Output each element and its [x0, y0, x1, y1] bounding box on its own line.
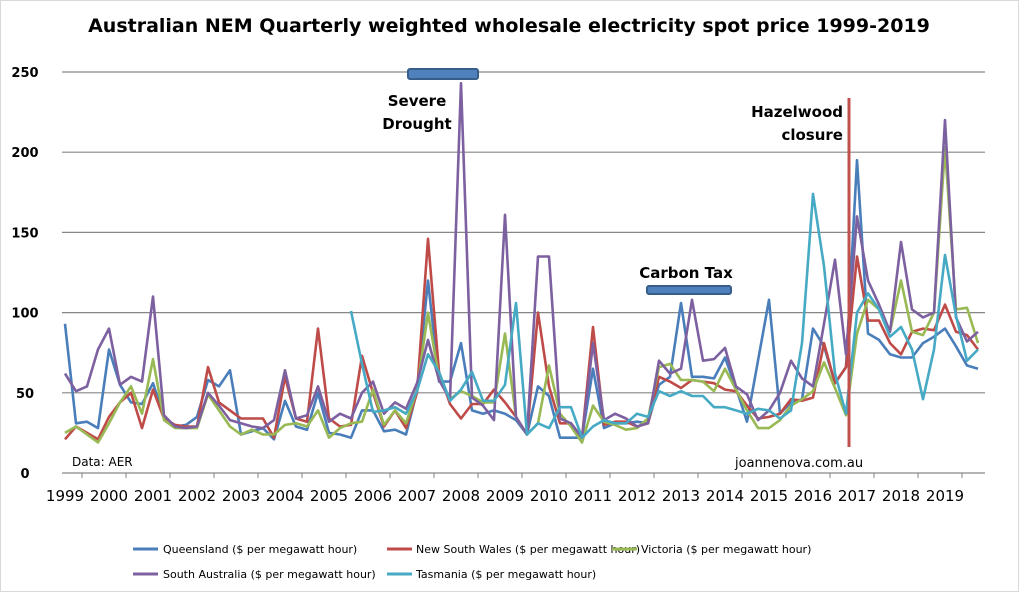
x-tick-label: 2014 — [706, 487, 744, 505]
x-tick-label: 2010 — [530, 487, 568, 505]
legend-label: South Australia ($ per megawatt hour) — [163, 568, 376, 581]
y-tick-label: 150 — [11, 226, 38, 241]
legend-label: New South Wales ($ per megawatt hour) — [416, 543, 640, 556]
legend-label: Queensland ($ per megawatt hour) — [163, 543, 357, 556]
x-tick-label: 2007 — [398, 487, 436, 505]
y-tick-label: 200 — [11, 146, 38, 161]
x-tick-label: 2008 — [442, 487, 480, 505]
hazelwood-label-line1: Hazelwood — [751, 103, 843, 121]
legend-item-new-south-wales: New South Wales ($ per megawatt hour) — [387, 543, 640, 556]
x-tick-label: 2013 — [662, 487, 700, 505]
x-tick-label: 2016 — [794, 487, 832, 505]
x-tick-label: 2006 — [354, 487, 392, 505]
x-tick-label: 2019 — [926, 487, 964, 505]
y-tick-label: 100 — [11, 307, 38, 322]
data-source-label: Data: AER — [72, 455, 133, 469]
x-tick-label: 2000 — [90, 487, 128, 505]
x-tick-label: 2015 — [750, 487, 788, 505]
x-tick-label: 2004 — [266, 487, 304, 505]
x-tick-label: 2001 — [134, 487, 172, 505]
legend-item-victoria: Victoria ($ per megawatt hour) — [612, 543, 811, 556]
website-label: joannenova.com.au — [734, 456, 863, 471]
y-tick-label: 50 — [16, 387, 34, 402]
severe-drought-label-line2: Drought — [382, 115, 451, 133]
x-tick-label: 2012 — [618, 487, 656, 505]
legend-item-tasmania: Tasmania ($ per megawatt hour) — [387, 568, 596, 581]
legend-item-queensland: Queensland ($ per megawatt hour) — [133, 543, 357, 556]
hazelwood-label-line2: closure — [781, 126, 843, 144]
x-tick-label: 2017 — [838, 487, 876, 505]
x-tick-label: 2002 — [178, 487, 216, 505]
legend-label: Tasmania ($ per megawatt hour) — [415, 568, 596, 581]
severe-drought-marker — [408, 69, 478, 79]
x-tick-label: 1999 — [46, 487, 84, 505]
x-tick-label: 2018 — [882, 487, 920, 505]
y-tick-label: 0 — [20, 467, 29, 482]
severe-drought-label-line1: Severe — [388, 92, 447, 110]
legend-item-south-australia: South Australia ($ per megawatt hour) — [133, 568, 376, 581]
x-tick-label: 2005 — [310, 487, 348, 505]
chart-title: Australian NEM Quarterly weighted wholes… — [88, 15, 930, 37]
y-tick-label: 250 — [11, 66, 38, 81]
carbon-tax-label: Carbon Tax — [639, 264, 733, 282]
x-tick-label: 2009 — [486, 487, 524, 505]
x-tick-label: 2003 — [222, 487, 260, 505]
x-tick-label: 2011 — [574, 487, 612, 505]
legend-label: Victoria ($ per megawatt hour) — [641, 543, 811, 556]
carbon-tax-marker — [647, 286, 731, 294]
